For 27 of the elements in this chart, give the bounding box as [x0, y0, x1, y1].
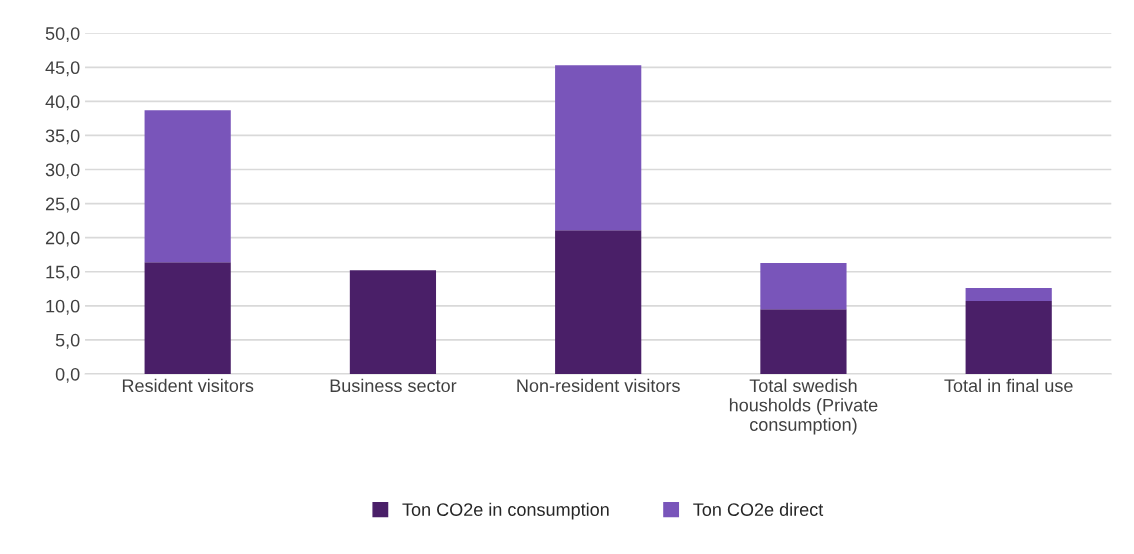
bar	[555, 65, 642, 231]
y-tick-label: 30,0	[45, 163, 80, 179]
x-tick-label: Total in final use	[944, 378, 1073, 393]
legend-label: Ton CO2e direct	[693, 502, 824, 516]
legend-label: Ton CO2e in consumption	[402, 502, 609, 520]
bar	[760, 309, 847, 374]
y-tick-label: 10,0	[46, 299, 80, 315]
x-tick-label: Total swedish housholds (Private consumption)	[729, 378, 878, 435]
x-tick-label: Business sector	[330, 378, 457, 393]
y-tick-label: 15,0	[46, 265, 80, 281]
bar	[555, 230, 642, 374]
y-tick-label: 40,0	[45, 95, 80, 111]
bar	[144, 110, 231, 263]
y-tick-label: 50,0	[45, 27, 80, 43]
x-tick-label: Resident visitors	[122, 378, 254, 393]
bar	[144, 262, 231, 374]
y-tick-label: 20,0	[45, 231, 80, 247]
bar	[965, 288, 1052, 302]
y-tick-label: 45,0	[45, 61, 80, 77]
bar	[349, 270, 437, 374]
y-tick-label: 5,0	[55, 333, 80, 349]
y-tick-label: 0,0	[55, 367, 80, 383]
bar	[760, 262, 847, 310]
y-tick-label: 35,0	[45, 129, 80, 145]
x-tick-label: Non-resident visitors	[517, 378, 680, 393]
y-tick-label: 25,0	[45, 197, 80, 213]
bar	[965, 301, 1052, 374]
